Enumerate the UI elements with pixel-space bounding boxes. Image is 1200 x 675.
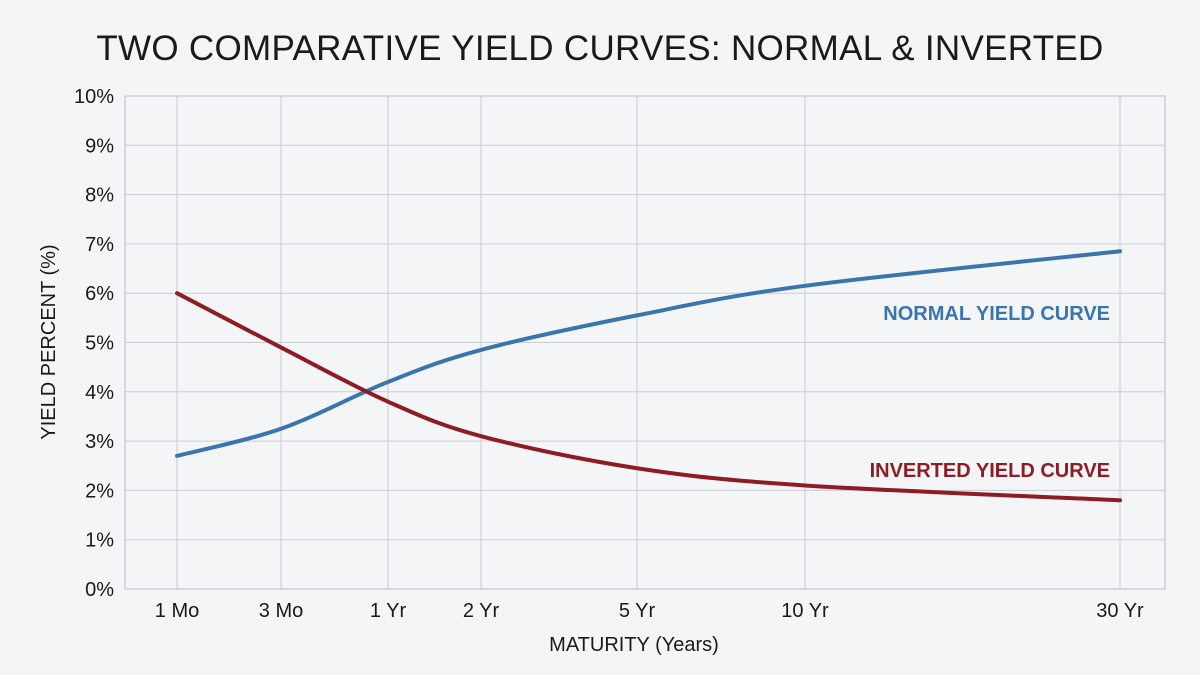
y-tick-label: 6% xyxy=(85,283,114,305)
x-tick-label: 5 Yr xyxy=(619,600,656,622)
x-tick-label: 1 Yr xyxy=(370,600,407,622)
y-axis-ticks: 0% 1% 2% 3% 4% 5% 6% 7% 8% 9% 10% xyxy=(74,86,114,601)
y-tick-label: 2% xyxy=(85,480,114,502)
y-tick-label: 10% xyxy=(74,86,114,108)
y-tick-label: 4% xyxy=(85,382,114,404)
y-tick-label: 0% xyxy=(85,579,114,601)
x-tick-label: 10 Yr xyxy=(781,600,829,622)
plot-frame xyxy=(124,95,1166,590)
y-tick-label: 7% xyxy=(85,234,114,256)
y-tick-label: 5% xyxy=(85,333,114,355)
series-line-inverted xyxy=(175,291,1122,503)
x-tick-label: 3 Mo xyxy=(259,600,303,622)
series-lines xyxy=(175,249,1122,503)
chart-title: TWO COMPARATIVE YIELD CURVES: NORMAL & I… xyxy=(96,29,1103,68)
x-tick-label: 1 Mo xyxy=(155,600,199,622)
grid xyxy=(125,95,1165,590)
x-tick-label: 2 Yr xyxy=(463,600,500,622)
series-line-normal xyxy=(175,249,1122,458)
y-tick-label: 9% xyxy=(85,135,114,157)
x-axis-ticks: 1 Mo 3 Mo 1 Yr 2 Yr 5 Yr 10 Yr 30 Yr xyxy=(155,600,1144,622)
series-label-normal: NORMAL YIELD CURVE xyxy=(883,303,1110,325)
y-tick-label: 1% xyxy=(85,530,114,552)
x-tick-label: 30 Yr xyxy=(1096,600,1144,622)
y-tick-label: 3% xyxy=(85,431,114,453)
x-axis-label: MATURITY (Years) xyxy=(549,634,719,656)
y-axis-label: YIELD PERCENT (%) xyxy=(38,244,60,439)
series-label-inverted: INVERTED YIELD CURVE xyxy=(870,460,1110,482)
y-tick-label: 8% xyxy=(85,185,114,207)
